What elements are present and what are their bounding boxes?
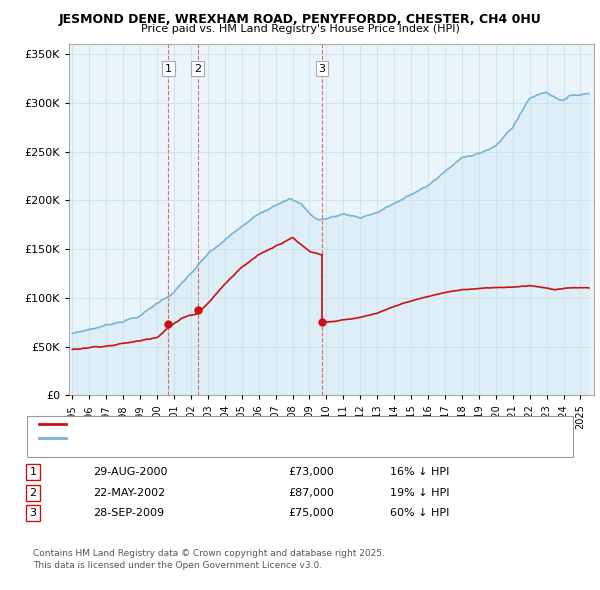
Text: 28-SEP-2009: 28-SEP-2009 — [93, 509, 164, 518]
Text: 3: 3 — [319, 64, 326, 74]
Text: 16% ↓ HPI: 16% ↓ HPI — [390, 467, 449, 477]
Text: £73,000: £73,000 — [288, 467, 334, 477]
Text: 1: 1 — [165, 64, 172, 74]
Text: JESMOND DENE, WREXHAM ROAD, PENYFFORDD, CHESTER, CH4 0HU (detached house): JESMOND DENE, WREXHAM ROAD, PENYFFORDD, … — [72, 419, 527, 428]
Text: 19% ↓ HPI: 19% ↓ HPI — [390, 488, 449, 497]
Text: Contains HM Land Registry data © Crown copyright and database right 2025.: Contains HM Land Registry data © Crown c… — [33, 549, 385, 558]
Text: 29-AUG-2000: 29-AUG-2000 — [93, 467, 167, 477]
Text: 2: 2 — [194, 64, 201, 74]
Text: This data is licensed under the Open Government Licence v3.0.: This data is licensed under the Open Gov… — [33, 560, 322, 570]
Text: JESMOND DENE, WREXHAM ROAD, PENYFFORDD, CHESTER, CH4 0HU: JESMOND DENE, WREXHAM ROAD, PENYFFORDD, … — [59, 13, 541, 26]
Text: 1: 1 — [29, 467, 37, 477]
Text: 60% ↓ HPI: 60% ↓ HPI — [390, 509, 449, 518]
Text: Price paid vs. HM Land Registry's House Price Index (HPI): Price paid vs. HM Land Registry's House … — [140, 24, 460, 34]
Text: 3: 3 — [29, 509, 37, 518]
Text: HPI: Average price, detached house, Flintshire: HPI: Average price, detached house, Flin… — [72, 433, 313, 442]
Text: £87,000: £87,000 — [288, 488, 334, 497]
Text: 2: 2 — [29, 488, 37, 497]
Text: £75,000: £75,000 — [288, 509, 334, 518]
Text: 22-MAY-2002: 22-MAY-2002 — [93, 488, 165, 497]
